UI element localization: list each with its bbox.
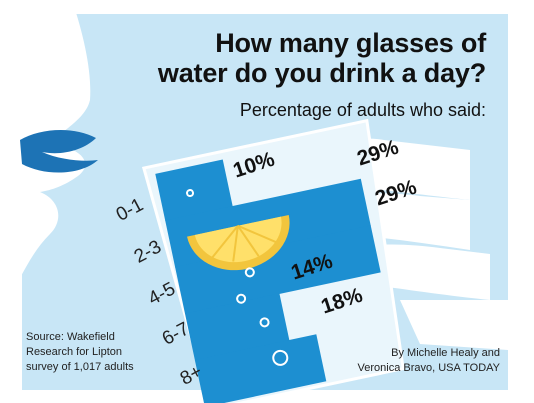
water-bar-6-7 xyxy=(184,293,290,361)
source-line-1: Source: Wakefield xyxy=(26,331,115,343)
source-line-2: Research for Lipton xyxy=(26,346,122,358)
water-bar-4-5 xyxy=(175,225,381,314)
water-bar-0-1 xyxy=(155,159,233,221)
credit-line-2: Veronica Bravo, USA TODAY xyxy=(357,362,500,374)
source-note: Source: Wakefield Research for Lipton su… xyxy=(26,330,134,375)
credit-line-1: By Michelle Healy and xyxy=(391,347,500,359)
chart-title: How many glasses of xyxy=(215,28,486,58)
lips-icon xyxy=(20,129,98,173)
bubbles-icon xyxy=(186,189,289,366)
lemon-slice-icon xyxy=(187,214,290,271)
water-glass xyxy=(141,118,405,403)
credit-note: By Michelle Healy and Veronica Bravo, US… xyxy=(358,346,500,376)
hand-palm xyxy=(400,300,508,350)
source-line-3: survey of 1,017 adults xyxy=(26,361,134,373)
chart-title-line-2: water do you drink a day? xyxy=(157,58,486,88)
chart-subtitle: Percentage of adults who said: xyxy=(239,100,486,120)
water-bar-8+ xyxy=(194,334,327,403)
